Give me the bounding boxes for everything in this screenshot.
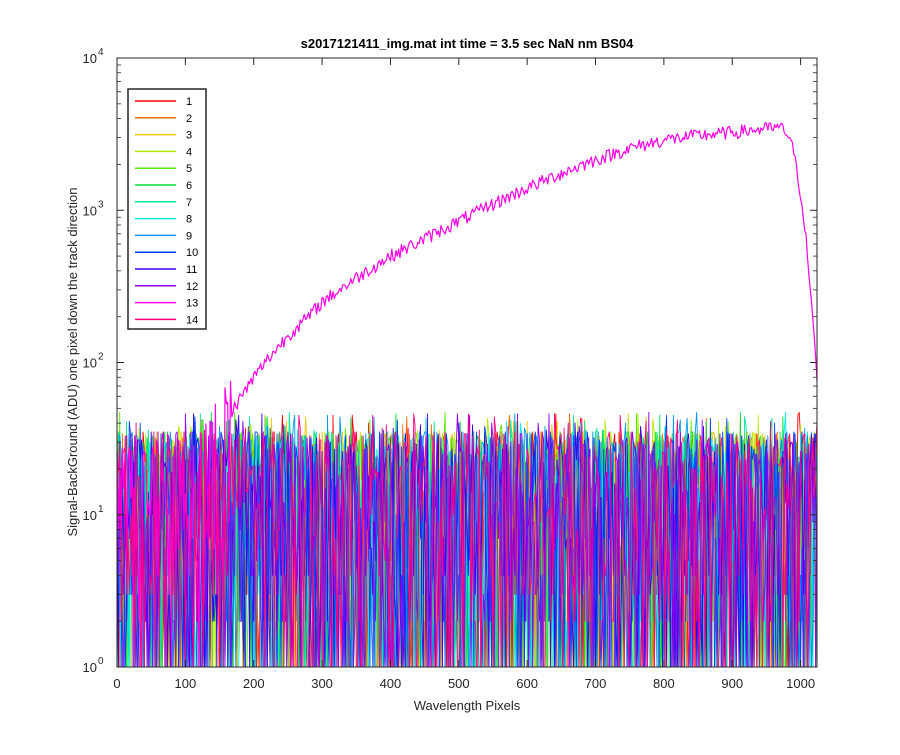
legend-label-10: 10	[186, 247, 198, 259]
legend-label-8: 8	[186, 214, 192, 226]
y-tick-label: 10	[83, 356, 97, 371]
legend-box	[127, 88, 207, 330]
y-tick-exponent: 0	[98, 656, 104, 667]
legend-label-2: 2	[186, 113, 192, 125]
legend-label-6: 6	[186, 180, 192, 192]
legend-label-13: 13	[186, 298, 198, 310]
legend-label-12: 12	[186, 281, 198, 293]
series-line-13	[116, 122, 818, 668]
y-tick-label: 10	[83, 660, 97, 675]
y-axis-label: Signal-BackGround (ADU) one pixel down t…	[65, 187, 80, 536]
x-tick-label: 700	[585, 676, 607, 691]
series-line-14	[116, 413, 818, 668]
legend-label-7: 7	[186, 197, 192, 209]
y-tick-label: 10	[83, 203, 97, 218]
x-tick-label: 300	[311, 676, 333, 691]
legend-label-4: 4	[186, 146, 192, 158]
chart-title: s2017121411_img.mat int time = 3.5 sec N…	[301, 36, 635, 51]
x-tick-label: 1000	[786, 676, 815, 691]
x-tick-label: 400	[380, 676, 402, 691]
y-tick-label: 10	[83, 51, 97, 66]
x-tick-label: 0	[113, 676, 120, 691]
x-tick-label: 200	[243, 676, 265, 691]
series-layer	[116, 122, 818, 668]
x-axis-label: Wavelength Pixels	[414, 698, 521, 713]
plot-area: 0 100 200 300 400 500 600 700 800 900 1000 10 010 11…	[83, 47, 818, 691]
x-tick-label: 600	[516, 676, 538, 691]
legend-label-9: 9	[186, 230, 192, 242]
legend-label-11: 11	[186, 264, 197, 276]
y-tick-exponent: 2	[98, 352, 104, 363]
legend-label-14: 14	[186, 314, 198, 326]
x-tick-label: 900	[721, 676, 743, 691]
y-tick-exponent: 3	[98, 199, 104, 210]
y-tick-exponent: 1	[98, 504, 104, 515]
x-tick-label: 800	[653, 676, 675, 691]
y-tick-label: 10	[83, 508, 97, 523]
y-tick-exponent: 4	[98, 47, 104, 58]
legend-label-3: 3	[186, 130, 192, 142]
legend-label-5: 5	[186, 163, 192, 175]
legend-label-1: 1	[186, 96, 192, 108]
x-axis-ticks: 0 100 200 300 400 500 600 700 800 900 1000	[113, 58, 815, 691]
x-tick-label: 100	[175, 676, 197, 691]
x-tick-label: 500	[448, 676, 470, 691]
